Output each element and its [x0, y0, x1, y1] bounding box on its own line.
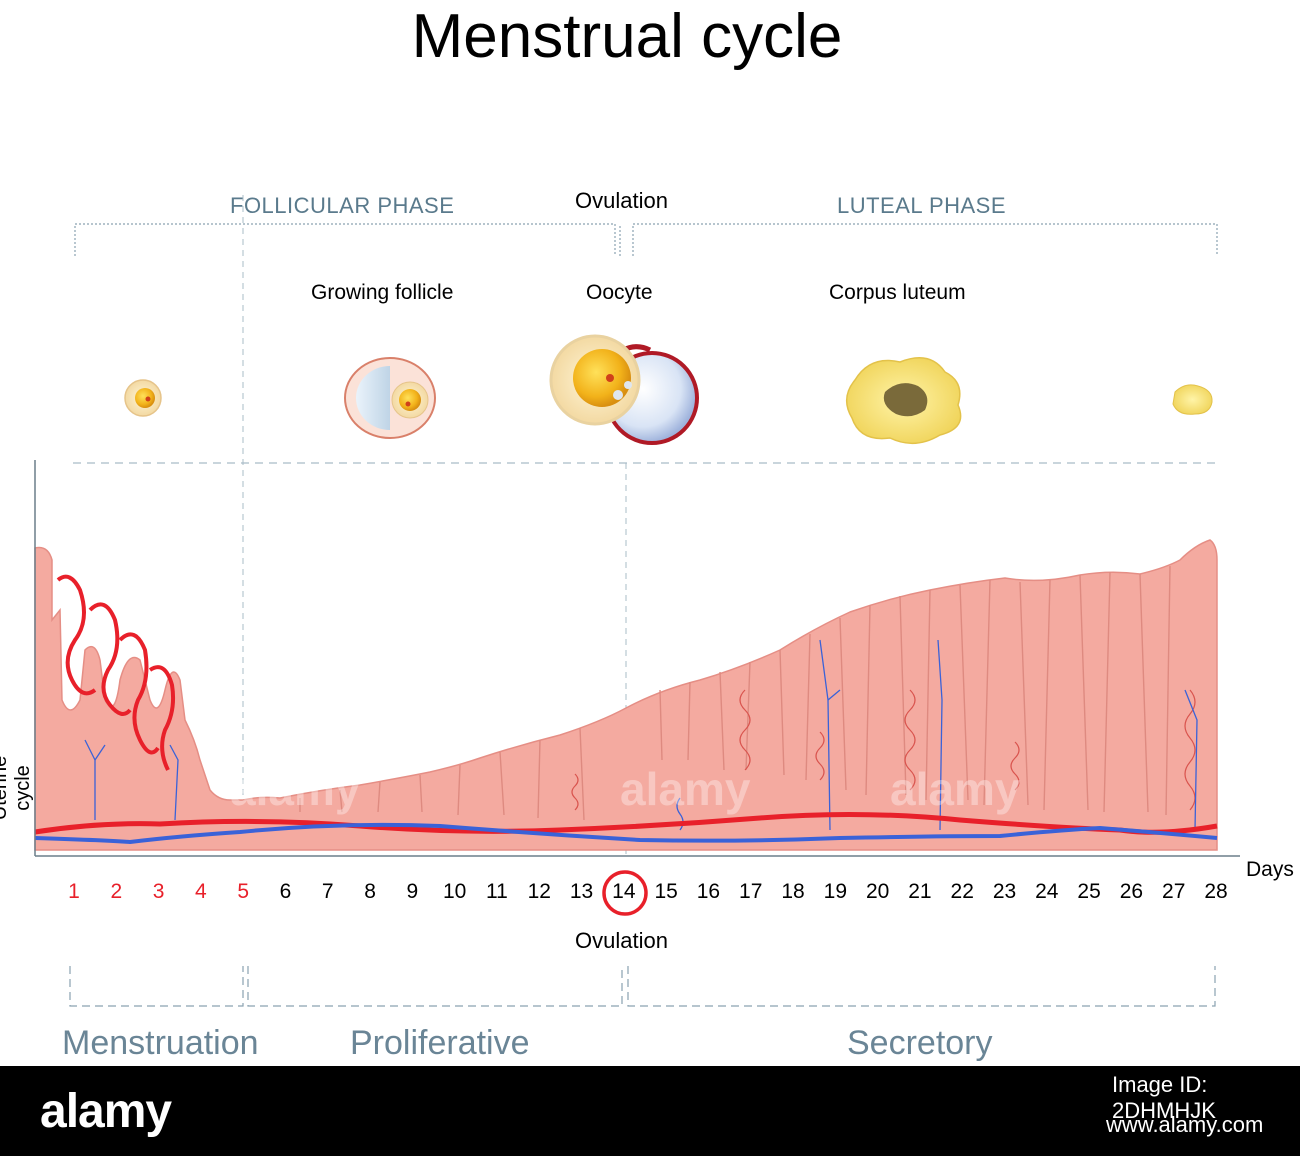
- day-label-1: 1: [68, 880, 80, 903]
- day-label-22: 22: [950, 880, 974, 903]
- basal-vein: [34, 822, 1218, 845]
- growing-follicle-icon: [344, 357, 436, 439]
- corpus-luteum-label: Corpus luteum: [829, 281, 966, 304]
- day-label-17: 17: [739, 880, 763, 903]
- proliferative-label: Proliferative: [350, 1024, 530, 1062]
- primordial-follicle-icon: [124, 379, 162, 417]
- x-axis-label: Days: [1246, 858, 1294, 881]
- day-label-11: 11: [486, 880, 508, 903]
- day-label-26: 26: [1119, 880, 1144, 903]
- day-label-12: 12: [527, 880, 551, 903]
- footer-url: www.alamy.com: [1106, 1112, 1264, 1137]
- day-label-4: 4: [195, 880, 207, 903]
- day-label-5: 5: [237, 880, 250, 903]
- day-label-15: 15: [654, 880, 678, 903]
- ovulation-top-label: Ovulation: [575, 188, 668, 213]
- day-label-10: 10: [442, 880, 467, 903]
- day-label-27: 27: [1162, 880, 1186, 903]
- secretory-label: Secretory: [847, 1024, 993, 1062]
- day-label-28: 28: [1204, 880, 1228, 903]
- footer-image-id: Image ID: 2DHMHJK: [1112, 1072, 1216, 1123]
- day-label-6: 6: [279, 880, 292, 903]
- day-label-19: 19: [823, 880, 847, 903]
- day-label-7: 7: [321, 880, 334, 903]
- oocyte-label: Oocyte: [586, 281, 653, 304]
- day-label-25: 25: [1077, 880, 1101, 903]
- endometrium-tissue: [34, 539, 1218, 851]
- basal-artery: [34, 811, 1218, 835]
- oocyte-icon: [549, 334, 699, 445]
- watermark-text-3: alamy: [890, 763, 1021, 815]
- page-title: Menstrual cycle: [411, 2, 843, 71]
- growing-follicle-label: Growing follicle: [311, 281, 454, 304]
- day-label-16: 16: [696, 880, 721, 903]
- watermark-text-1: alamy: [230, 763, 361, 815]
- day-label-8: 8: [364, 880, 376, 903]
- ovulation-bottom-label: Ovulation: [575, 928, 668, 953]
- day-label-24: 24: [1035, 880, 1059, 903]
- day-label-9: 9: [406, 880, 419, 903]
- day-label-14: 14: [612, 880, 636, 903]
- corpus-albicans-icon: [1172, 384, 1213, 415]
- follicular-phase-label: FOLLICULAR PHASE: [230, 193, 455, 218]
- day-label-20: 20: [865, 880, 890, 903]
- day-label-2: 2: [110, 880, 123, 903]
- day-14-circle: [602, 870, 648, 916]
- day-label-23: 23: [992, 880, 1017, 903]
- menstruation-label: Menstruation: [62, 1024, 259, 1062]
- corpus-luteum-icon: [846, 357, 962, 444]
- day-label-3: 3: [152, 880, 165, 903]
- day-label-13: 13: [569, 880, 594, 903]
- footer-logo: alamy: [40, 1085, 172, 1138]
- day-label-21: 21: [908, 880, 932, 903]
- luteal-phase-label: LUTEAL PHASE: [837, 193, 1007, 218]
- day-label-18: 18: [781, 880, 805, 903]
- watermark-text-2: alamy: [620, 763, 751, 815]
- y-axis-label: Uterine cycle: [0, 755, 34, 821]
- top-phase-brackets: [74, 223, 1218, 256]
- footer-bar: [0, 1066, 1300, 1156]
- bottom-phase-brackets: [69, 966, 1216, 1007]
